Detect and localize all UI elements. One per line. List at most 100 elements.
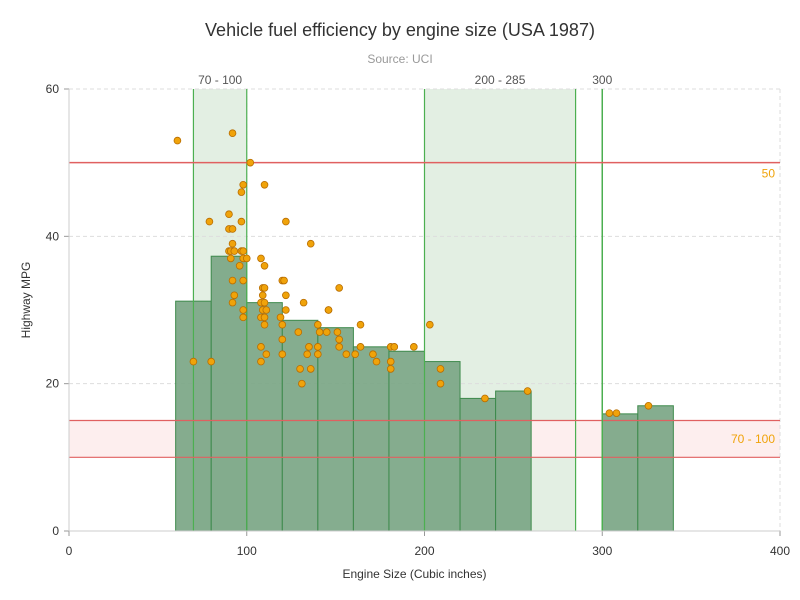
scatter-point[interactable] <box>230 247 239 255</box>
scatter-point[interactable] <box>228 129 237 138</box>
scatter-point[interactable] <box>189 357 198 366</box>
scatter-point[interactable] <box>239 276 247 285</box>
histogram-bar[interactable] <box>459 397 497 532</box>
x-tick-label: 300 <box>592 544 612 558</box>
histogram-bar[interactable] <box>210 255 248 532</box>
scatter-point[interactable] <box>390 343 399 351</box>
scatter-point[interactable] <box>299 298 308 307</box>
x-tick-label: 100 <box>237 544 257 558</box>
scatter-point[interactable] <box>303 350 311 359</box>
scatter-point[interactable] <box>314 343 322 351</box>
scatter-point[interactable] <box>298 379 306 388</box>
scatter-point[interactable] <box>228 239 237 248</box>
y-tick-label: 0 <box>52 524 59 538</box>
scatter-point[interactable] <box>342 350 351 359</box>
scatter-point[interactable] <box>282 291 290 300</box>
scatter-point[interactable] <box>207 357 216 366</box>
scatter-point[interactable] <box>372 357 381 366</box>
scatter-point[interactable] <box>314 350 322 359</box>
scatter-point[interactable] <box>333 328 342 336</box>
scatter-point[interactable] <box>260 180 269 189</box>
scatter-point[interactable] <box>306 365 315 373</box>
histogram-bar[interactable] <box>388 350 426 532</box>
scatter-point[interactable] <box>205 217 214 226</box>
scatter-point[interactable] <box>173 136 182 145</box>
scatter-point[interactable] <box>226 254 235 263</box>
scatter-point[interactable] <box>335 284 343 292</box>
scatter-point[interactable] <box>280 276 288 285</box>
scatter-point[interactable] <box>235 261 244 270</box>
histogram-bar[interactable] <box>637 405 674 532</box>
scatter-point[interactable] <box>282 217 290 226</box>
scatter-point[interactable] <box>276 313 285 322</box>
scatter-point[interactable] <box>242 254 251 263</box>
scatter-point[interactable] <box>239 247 247 255</box>
plot-band-label: 70 - 100 <box>731 432 775 446</box>
scatter-point[interactable] <box>481 394 489 403</box>
scatter-point[interactable] <box>228 276 237 285</box>
scatter-point[interactable] <box>305 343 313 351</box>
scatter-point[interactable] <box>356 320 365 329</box>
scatter-point[interactable] <box>436 365 445 373</box>
scatter-point[interactable] <box>239 180 247 189</box>
scatter-point[interactable] <box>260 298 269 307</box>
scatter-point[interactable] <box>225 210 233 219</box>
scatter-point[interactable] <box>228 225 237 233</box>
scatter-point[interactable] <box>335 343 343 351</box>
scatter-point[interactable] <box>237 217 246 226</box>
scatter-point[interactable] <box>230 291 239 300</box>
scatter-point[interactable] <box>306 239 315 248</box>
plot-line-label: 50 <box>762 167 776 181</box>
x-tick-label: 200 <box>414 544 434 558</box>
scatter-point[interactable] <box>351 350 359 359</box>
scatter-point[interactable] <box>436 379 445 388</box>
scatter-point[interactable] <box>322 328 331 336</box>
scatter-point[interactable] <box>239 313 247 322</box>
scatter-point[interactable] <box>278 335 287 344</box>
histogram-bar[interactable] <box>601 413 639 532</box>
scatter-point[interactable] <box>386 357 395 366</box>
scatter-point[interactable] <box>523 387 532 395</box>
scatter-point[interactable] <box>294 328 303 336</box>
scatter-point[interactable] <box>257 343 265 351</box>
scatter-point[interactable] <box>278 320 287 329</box>
scatter-point[interactable] <box>278 350 287 359</box>
scatter-point[interactable] <box>605 409 614 417</box>
scatter-point[interactable] <box>262 350 271 359</box>
scatter-point[interactable] <box>239 306 247 314</box>
scatter-point[interactable] <box>296 365 304 373</box>
scatter-point[interactable] <box>644 401 653 410</box>
scatter-point[interactable] <box>260 261 269 270</box>
scatter-point[interactable] <box>612 409 621 417</box>
histogram-bar[interactable] <box>352 346 390 532</box>
scatter-point[interactable] <box>386 365 395 373</box>
scatter-point[interactable] <box>237 188 246 196</box>
scatter-point[interactable] <box>426 320 434 329</box>
scatter-point[interactable] <box>246 158 255 167</box>
scatter-point[interactable] <box>315 328 324 336</box>
scatter-point[interactable] <box>260 320 269 329</box>
scatter-point[interactable] <box>324 306 333 314</box>
plot-band-label: 70 - 100 <box>198 73 242 87</box>
histogram-bar[interactable] <box>246 302 283 532</box>
chart-title: Vehicle fuel efficiency by engine size (… <box>205 20 595 40</box>
histogram-bar[interactable] <box>495 390 532 532</box>
scatter-point[interactable] <box>257 254 265 263</box>
scatter-point[interactable] <box>228 298 237 307</box>
scatter-point[interactable] <box>335 335 343 344</box>
scatter-point[interactable] <box>356 343 365 351</box>
scatter-point[interactable] <box>410 343 418 351</box>
scatter-point[interactable] <box>369 350 377 359</box>
histogram-bar[interactable] <box>317 327 354 532</box>
scatter-point[interactable] <box>257 357 265 366</box>
histogram-bar[interactable] <box>281 319 319 532</box>
x-axis-title: Engine Size (Cubic inches) <box>342 567 486 581</box>
scatter-point[interactable] <box>260 284 269 292</box>
scatter-point[interactable] <box>282 306 290 314</box>
scatter-point[interactable] <box>260 313 269 322</box>
scatter-point[interactable] <box>262 306 271 314</box>
scatter-point[interactable] <box>258 291 267 300</box>
scatter-point[interactable] <box>314 320 322 329</box>
